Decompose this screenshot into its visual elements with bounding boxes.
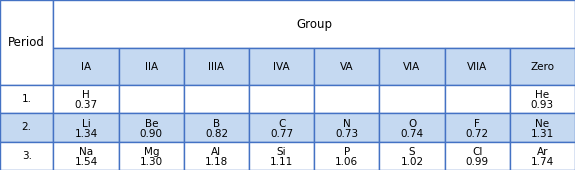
Bar [0, 85, 53, 113]
Text: Period: Period [8, 36, 45, 49]
Bar [314, 48, 380, 85]
Bar [249, 85, 314, 113]
Text: B: B [213, 118, 220, 129]
Bar [53, 0, 575, 48]
Bar [444, 85, 510, 113]
Text: 2.: 2. [22, 123, 32, 132]
Text: S: S [409, 147, 415, 157]
Text: H: H [82, 90, 90, 100]
Text: IIIA: IIIA [208, 62, 224, 72]
Bar [53, 48, 118, 85]
Text: Al: Al [212, 147, 221, 157]
Bar [0, 142, 53, 170]
Bar [0, 113, 53, 142]
Text: 1.31: 1.31 [531, 129, 554, 139]
Text: Ar: Ar [536, 147, 548, 157]
Bar [510, 142, 575, 170]
Bar [444, 48, 510, 85]
Bar [249, 48, 314, 85]
Bar [249, 113, 314, 142]
Text: 1.: 1. [22, 94, 32, 104]
Text: 0.72: 0.72 [466, 129, 489, 139]
Text: Group: Group [296, 18, 332, 31]
Bar [314, 142, 380, 170]
Text: F: F [474, 118, 480, 129]
Bar [444, 142, 510, 170]
Bar [118, 113, 184, 142]
Bar [380, 48, 444, 85]
Text: Na: Na [79, 147, 93, 157]
Bar [53, 113, 118, 142]
Bar [53, 85, 118, 113]
Bar [314, 85, 380, 113]
Text: IA: IA [81, 62, 91, 72]
Bar [118, 85, 184, 113]
Text: 1.74: 1.74 [531, 157, 554, 167]
Text: VIA: VIA [404, 62, 421, 72]
Text: 1.54: 1.54 [74, 157, 98, 167]
Text: 0.93: 0.93 [531, 100, 554, 110]
Text: Si: Si [277, 147, 286, 157]
Bar [118, 142, 184, 170]
Text: 1.34: 1.34 [74, 129, 98, 139]
Text: Be: Be [144, 118, 158, 129]
Text: 0.99: 0.99 [466, 157, 489, 167]
Text: 0.37: 0.37 [75, 100, 98, 110]
Text: Ne: Ne [535, 118, 550, 129]
Text: He: He [535, 90, 550, 100]
Text: 0.82: 0.82 [205, 129, 228, 139]
Text: 1.30: 1.30 [140, 157, 163, 167]
Text: 3.: 3. [22, 151, 32, 161]
Bar [510, 113, 575, 142]
Text: 0.90: 0.90 [140, 129, 163, 139]
Text: C: C [278, 118, 285, 129]
Bar [184, 142, 249, 170]
Text: IVA: IVA [273, 62, 290, 72]
Text: N: N [343, 118, 351, 129]
Text: Zero: Zero [530, 62, 554, 72]
Text: 1.02: 1.02 [400, 157, 424, 167]
Bar [118, 48, 184, 85]
Bar [380, 113, 444, 142]
Text: IIA: IIA [145, 62, 158, 72]
Bar [184, 113, 249, 142]
Text: Li: Li [82, 118, 90, 129]
Text: VIIA: VIIA [467, 62, 488, 72]
Bar [53, 142, 118, 170]
Bar [184, 48, 249, 85]
Text: Cl: Cl [472, 147, 482, 157]
Bar [380, 142, 444, 170]
Text: 0.74: 0.74 [400, 129, 424, 139]
Text: 1.18: 1.18 [205, 157, 228, 167]
Bar [380, 85, 444, 113]
Text: 0.77: 0.77 [270, 129, 293, 139]
Text: 0.73: 0.73 [335, 129, 358, 139]
Bar [0, 0, 53, 85]
Text: P: P [344, 147, 350, 157]
Bar [184, 85, 249, 113]
Bar [249, 142, 314, 170]
Text: O: O [408, 118, 416, 129]
Text: 1.06: 1.06 [335, 157, 358, 167]
Bar [314, 113, 380, 142]
Bar [444, 113, 510, 142]
Text: VA: VA [340, 62, 354, 72]
Bar [510, 48, 575, 85]
Text: Mg: Mg [144, 147, 159, 157]
Bar [510, 85, 575, 113]
Text: 1.11: 1.11 [270, 157, 293, 167]
